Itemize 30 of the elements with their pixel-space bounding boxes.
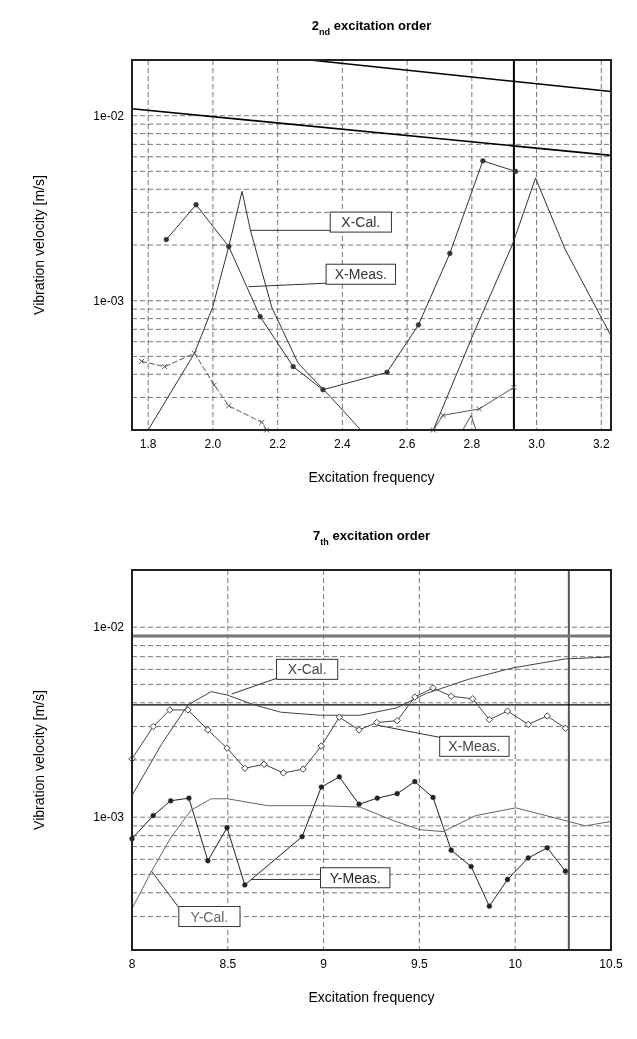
- text: X-Meas.: [334, 266, 387, 283]
- y-axis-title: Vibration velocity [m/s]: [31, 175, 47, 315]
- x-tick-label: 8: [128, 957, 136, 971]
- series-label: X-Meas.: [448, 738, 501, 755]
- chart-title: 2$_{nd}$ excitation order: [311, 18, 432, 37]
- x-tick-label: 9: [320, 957, 328, 971]
- x-tick-label: 2.0: [204, 437, 222, 451]
- x-tick-label: 3.0: [528, 437, 546, 451]
- x-tick-label: 2.6: [398, 437, 416, 451]
- x-tick-label: 2.2: [269, 437, 287, 451]
- text: Y-Cal.: [190, 908, 229, 925]
- x-tick-label: 3.2: [592, 437, 610, 451]
- y-tick-label: 1e-02: [93, 108, 125, 123]
- x-tick-label: 9.5: [411, 957, 429, 971]
- x-axis-title: Excitation frequency: [308, 989, 435, 1005]
- y-tick-label: 1e-03: [93, 810, 125, 825]
- y-tick-label: 1e-02: [93, 620, 125, 635]
- text: X-Cal.: [287, 661, 327, 678]
- x-tick-label: 2.8: [463, 437, 481, 451]
- x-tick-label: 10: [508, 957, 523, 971]
- text: Y-Meas.: [329, 869, 381, 886]
- text: X-Cal.: [341, 214, 381, 231]
- x-tick-label: 8.5: [219, 957, 237, 971]
- x-axis-title: Excitation frequency: [308, 469, 435, 485]
- x-tick-label: 2.4: [334, 437, 352, 451]
- chart-title: 7$_{th}$ excitation order: [313, 528, 430, 547]
- x-tick-label: 10.5: [599, 957, 623, 971]
- x-tick-label: 1.8: [139, 437, 157, 451]
- y-tick-label: 1e-03: [93, 293, 125, 308]
- y-axis-title: Vibration velocity [m/s]: [31, 690, 47, 830]
